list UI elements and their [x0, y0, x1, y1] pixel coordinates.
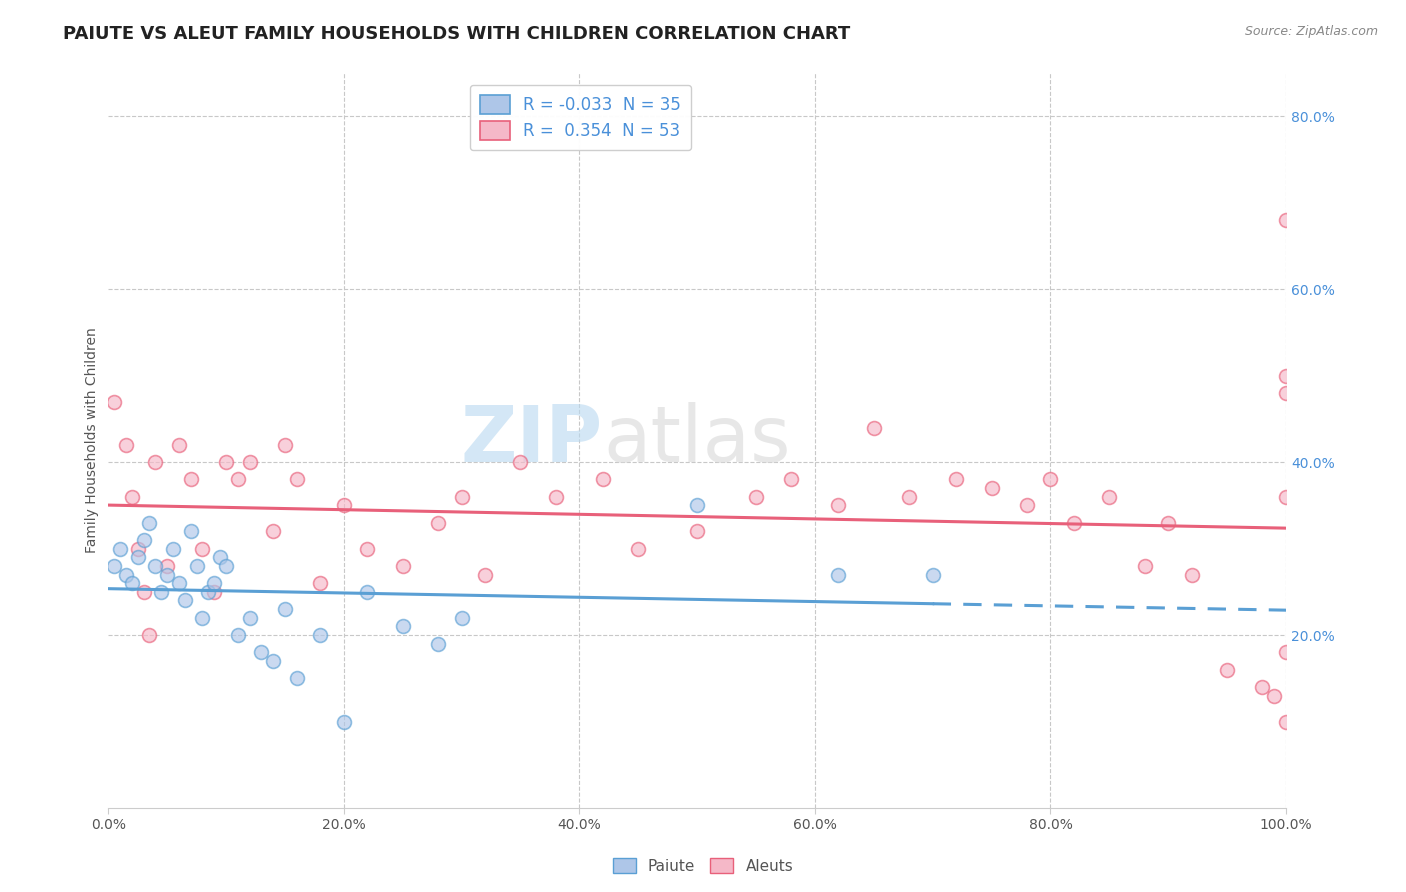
Point: [1015, 499, 1038, 513]
Point: [333, 714, 356, 729]
Point: [274, 438, 297, 452]
Point: [145, 455, 167, 469]
Text: Source: ZipAtlas.com: Source: ZipAtlas.com: [1244, 25, 1378, 38]
Point: [1263, 689, 1285, 703]
Legend: Paiute, Aleuts: Paiute, Aleuts: [606, 852, 800, 880]
Point: [156, 567, 179, 582]
Point: [274, 602, 297, 616]
Point: [1275, 368, 1298, 383]
Point: [898, 490, 921, 504]
Point: [544, 490, 567, 504]
Point: [127, 550, 149, 565]
Point: [592, 472, 614, 486]
Point: [156, 558, 179, 573]
Point: [945, 472, 967, 486]
Point: [138, 516, 160, 530]
Point: [1275, 385, 1298, 400]
Y-axis label: Family Households with Children: Family Households with Children: [86, 327, 100, 553]
Point: [262, 654, 284, 668]
Point: [1251, 680, 1274, 694]
Legend: R = -0.033  N = 35, R =  0.354  N = 53: R = -0.033 N = 35, R = 0.354 N = 53: [470, 85, 692, 150]
Point: [686, 499, 709, 513]
Point: [202, 584, 225, 599]
Point: [180, 472, 202, 486]
Point: [1098, 490, 1121, 504]
Point: [226, 628, 249, 642]
Point: [333, 499, 356, 513]
Point: [127, 541, 149, 556]
Point: [138, 628, 160, 642]
Point: [780, 472, 803, 486]
Point: [132, 533, 155, 547]
Point: [108, 541, 131, 556]
Point: [921, 567, 943, 582]
Point: [121, 490, 143, 504]
Point: [309, 576, 332, 591]
Point: [686, 524, 709, 539]
Point: [309, 628, 332, 642]
Point: [391, 558, 413, 573]
Point: [167, 576, 190, 591]
Point: [191, 611, 214, 625]
Point: [167, 438, 190, 452]
Point: [1039, 472, 1062, 486]
Point: [103, 558, 125, 573]
Point: [1275, 213, 1298, 227]
Point: [162, 541, 184, 556]
Point: [827, 567, 849, 582]
Point: [121, 576, 143, 591]
Point: [215, 455, 238, 469]
Point: [427, 516, 450, 530]
Point: [262, 524, 284, 539]
Point: [145, 558, 167, 573]
Point: [103, 394, 125, 409]
Point: [173, 593, 195, 607]
Point: [186, 558, 208, 573]
Point: [427, 637, 450, 651]
Point: [356, 541, 378, 556]
Point: [1275, 490, 1298, 504]
Point: [115, 438, 138, 452]
Point: [1157, 516, 1180, 530]
Point: [202, 576, 225, 591]
Point: [239, 455, 262, 469]
Point: [980, 481, 1002, 495]
Point: [1063, 516, 1085, 530]
Point: [239, 611, 262, 625]
Point: [191, 541, 214, 556]
Text: ZIP: ZIP: [461, 402, 603, 478]
Point: [827, 499, 849, 513]
Point: [862, 420, 884, 434]
Point: [745, 490, 768, 504]
Point: [1216, 663, 1239, 677]
Point: [356, 584, 378, 599]
Text: PAIUTE VS ALEUT FAMILY HOUSEHOLDS WITH CHILDREN CORRELATION CHART: PAIUTE VS ALEUT FAMILY HOUSEHOLDS WITH C…: [63, 25, 851, 43]
Point: [132, 584, 155, 599]
Point: [215, 558, 238, 573]
Point: [285, 472, 308, 486]
Point: [391, 619, 413, 633]
Point: [450, 611, 472, 625]
Text: atlas: atlas: [603, 402, 790, 478]
Point: [150, 584, 173, 599]
Point: [115, 567, 138, 582]
Point: [509, 455, 531, 469]
Point: [1181, 567, 1204, 582]
Point: [226, 472, 249, 486]
Point: [450, 490, 472, 504]
Point: [1275, 645, 1298, 659]
Point: [1275, 714, 1298, 729]
Point: [627, 541, 650, 556]
Point: [250, 645, 273, 659]
Point: [180, 524, 202, 539]
Point: [474, 567, 496, 582]
Point: [197, 584, 219, 599]
Point: [209, 550, 232, 565]
Point: [285, 671, 308, 685]
Point: [1133, 558, 1156, 573]
